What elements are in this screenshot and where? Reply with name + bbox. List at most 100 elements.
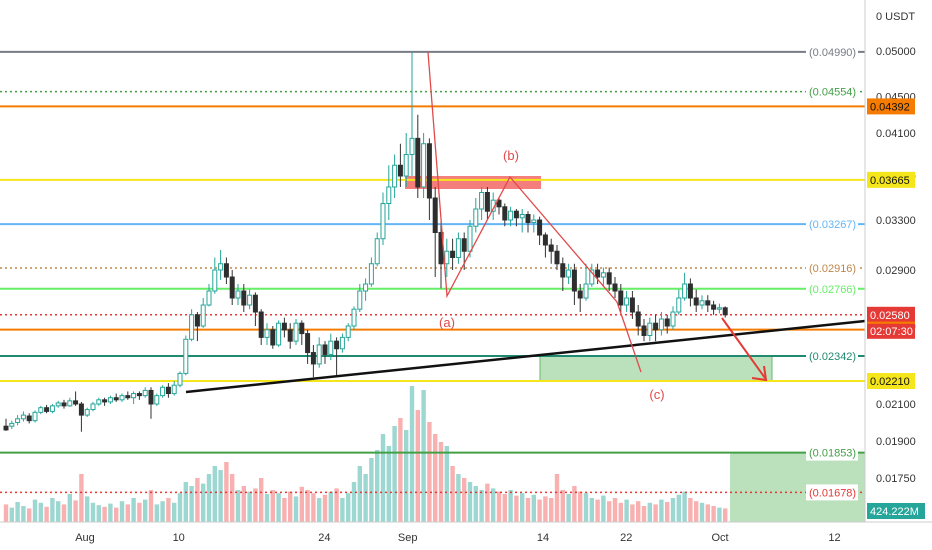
- volume-bar: [688, 498, 693, 522]
- volume-bar: [201, 483, 206, 522]
- y-tick-label: 0.03300: [876, 215, 916, 227]
- volume-bar: [409, 386, 415, 522]
- pattern-drawings: (a) (b) (c): [185, 51, 866, 402]
- volume-bar: [340, 498, 345, 522]
- volume-bar: [183, 482, 188, 522]
- volume-bar: [32, 499, 38, 522]
- support-trendline: [185, 319, 866, 394]
- volume-bar: [195, 478, 200, 522]
- candle-body: [125, 395, 131, 399]
- volume-bar: [363, 474, 368, 522]
- price-axis[interactable]: 0 USDT0.050000.045000.041000.037000.0330…: [864, 0, 932, 550]
- candle-body: [26, 415, 32, 422]
- volume-bar: [717, 507, 722, 522]
- volume-bars: [3, 386, 728, 522]
- candle-body: [699, 300, 705, 306]
- price-tag-box: [867, 373, 915, 389]
- volume-bar: [485, 483, 490, 522]
- candle-body: [548, 244, 554, 252]
- volume-bar: [723, 508, 728, 522]
- volume-bar: [502, 494, 507, 522]
- candle-body: [328, 340, 334, 355]
- volume-bar: [456, 474, 461, 522]
- candle-body: [119, 395, 125, 401]
- candle-body: [624, 297, 630, 306]
- level-tag-bg: [806, 83, 858, 100]
- candle-body: [716, 307, 722, 310]
- candle-body: [90, 403, 96, 411]
- horizontal-levels: [0, 50, 865, 494]
- level-tag-bg: [806, 484, 858, 501]
- candle-body: [107, 397, 113, 403]
- candle-body: [351, 308, 357, 327]
- level-tag-label: (0.01853): [809, 448, 856, 460]
- time-axis[interactable]: Aug 10 24 Sep 14 22 Oct 12: [0, 521, 932, 550]
- volume-bar: [27, 508, 32, 522]
- volume-bar: [520, 493, 525, 522]
- volume-bar: [508, 490, 513, 522]
- volume-bar: [166, 498, 171, 522]
- volume-bar: [21, 506, 26, 522]
- candle-body: [357, 290, 363, 310]
- candle-body: [131, 393, 137, 399]
- level-tag-bg: [806, 43, 858, 60]
- candle-body: [397, 164, 403, 177]
- wave-label: (a): [439, 315, 455, 330]
- candle-body: [386, 186, 392, 204]
- volume-bar: [491, 488, 496, 522]
- volume-bar: [90, 502, 96, 522]
- candle-body: [606, 272, 612, 285]
- volume-bar: [473, 486, 478, 522]
- candle-body: [293, 322, 299, 342]
- candle-body: [513, 210, 519, 219]
- projection-arrow: [721, 317, 766, 379]
- candle-body: [165, 386, 171, 395]
- y-tick-label: 0.04100: [876, 128, 916, 140]
- candle-body: [235, 290, 241, 299]
- volume-bar: [467, 482, 473, 522]
- volume-bar: [212, 466, 217, 522]
- volume-bar: [79, 474, 84, 522]
- candle-body: [641, 325, 647, 336]
- target-zones: [405, 176, 865, 522]
- volume-bar: [398, 418, 403, 522]
- level-tag-bg: [806, 347, 858, 364]
- candle-body: [566, 269, 572, 278]
- level-tag-bg: [806, 444, 858, 461]
- candle-body: [421, 143, 427, 188]
- candle-body: [73, 400, 79, 405]
- candle-body: [409, 137, 415, 155]
- candle-body: [310, 352, 316, 365]
- volume-bar: [659, 499, 664, 522]
- arrow-head-icon: [751, 365, 768, 382]
- volume-bar: [694, 501, 699, 522]
- volume-bar: [653, 504, 658, 522]
- candle-body: [154, 395, 160, 405]
- volume-bar: [514, 495, 519, 522]
- volume-bar: [601, 495, 606, 522]
- volume-bar: [177, 493, 183, 522]
- y-tick-label: 0.05000: [876, 46, 916, 58]
- level-tag-label: (0.04554): [809, 87, 856, 99]
- candle-body: [84, 409, 90, 416]
- volume-bar: [311, 493, 316, 522]
- volume-bar: [566, 494, 571, 522]
- y-tick-label: 0.02100: [876, 399, 916, 411]
- candle-body: [455, 238, 461, 258]
- candle-body: [189, 314, 195, 340]
- candlestick-series: [3, 51, 728, 432]
- volume-bar: [38, 502, 43, 522]
- volume-bar: [125, 504, 130, 522]
- volume-bar: [247, 491, 252, 522]
- candle-body: [20, 414, 26, 420]
- candle-body: [374, 238, 380, 265]
- volume-bar: [259, 478, 264, 522]
- volume-bar: [682, 491, 687, 522]
- volume-bar: [328, 491, 333, 522]
- volume-bar: [560, 490, 565, 522]
- candle-body: [682, 283, 688, 299]
- candle-body: [537, 219, 543, 236]
- volume-tag-label: 424.222M: [870, 506, 919, 518]
- candle-body: [618, 290, 624, 306]
